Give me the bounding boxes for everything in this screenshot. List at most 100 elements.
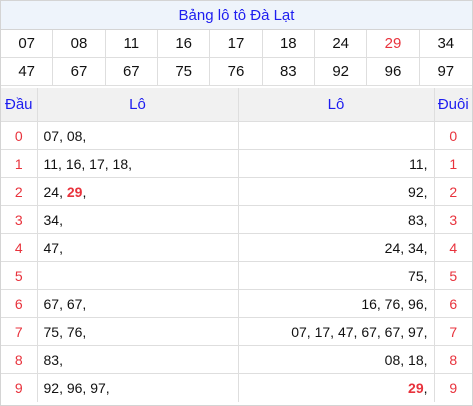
table-row: 5 75, 5 bbox=[1, 261, 472, 290]
header-lo-left: Lô bbox=[37, 88, 239, 122]
result-number: 97 bbox=[419, 58, 472, 86]
result-number: 34 bbox=[419, 30, 472, 58]
dau-digit: 9 bbox=[1, 373, 38, 402]
table-row: 6 67, 67, 16, 76, 96, 6 bbox=[1, 289, 472, 318]
lo-number: 07, bbox=[43, 127, 67, 144]
table-row: 4 47, 24, 34, 4 bbox=[1, 233, 472, 262]
lo-left-cell: 67, 67, bbox=[37, 289, 239, 318]
result-number: 96 bbox=[367, 58, 420, 86]
table-row: 2 24, 29, 92, 2 bbox=[1, 177, 472, 206]
lo-right-cell: 92, bbox=[238, 177, 435, 206]
lo-number: 76, bbox=[66, 323, 87, 340]
lo-right-cell: 75, bbox=[238, 261, 435, 290]
header-lo-right: Lô bbox=[238, 88, 435, 122]
lo-number: 97, bbox=[90, 379, 110, 396]
duoi-digit: 3 bbox=[434, 205, 472, 234]
lo-left-cell: 75, 76, bbox=[37, 317, 239, 346]
lo-number: 07, bbox=[291, 323, 315, 340]
lo-right-cell: 07, 17, 47, 67, 67, 97, bbox=[238, 317, 435, 346]
lo-number: 24, bbox=[43, 183, 67, 200]
lo-left-cell: 47, bbox=[37, 233, 239, 262]
dau-digit: 1 bbox=[1, 149, 38, 178]
lo-left-cell: 83, bbox=[37, 345, 239, 374]
lo-left-cell: 11, 16, 17, 18, bbox=[37, 149, 239, 178]
lo-number: 47, bbox=[337, 323, 362, 340]
lo-left-cell: 24, 29, bbox=[37, 177, 239, 206]
duoi-digit: 0 bbox=[434, 121, 472, 150]
lo-number: 75, bbox=[408, 267, 428, 284]
lo-number: 97, bbox=[408, 323, 428, 340]
result-number: 08 bbox=[53, 30, 106, 58]
duoi-digit: 7 bbox=[434, 317, 472, 346]
result-number: 67 bbox=[53, 58, 106, 86]
table-row: 0 07, 08, 0 bbox=[1, 121, 472, 150]
lo-number: 67, bbox=[66, 295, 87, 312]
lo-to-table: Đầu Lô Lô Đuôi 0 07, 08, 0 1 11, 16, 17, 18… bbox=[1, 88, 472, 402]
lo-number: 47, bbox=[43, 239, 63, 256]
lo-number: 75, bbox=[43, 323, 67, 340]
lo-number: 34, bbox=[43, 211, 63, 228]
highlighted-number: 29 bbox=[408, 379, 424, 396]
lo-left-cell: 34, bbox=[37, 205, 239, 234]
result-number: 76 bbox=[210, 58, 263, 86]
result-number: 47 bbox=[1, 58, 54, 86]
dau-digit: 6 bbox=[1, 289, 38, 318]
lo-number: 83, bbox=[408, 211, 428, 228]
lo-number: 17, bbox=[89, 155, 113, 172]
duoi-digit: 5 bbox=[434, 261, 472, 290]
lo-number: , bbox=[423, 379, 428, 396]
lo-number: 18, bbox=[408, 351, 428, 368]
header-dau: Đầu bbox=[1, 88, 38, 122]
duoi-digit: 1 bbox=[434, 149, 472, 178]
lo-left-cell: 07, 08, bbox=[37, 121, 239, 150]
result-number: 83 bbox=[262, 58, 315, 86]
lo-right-cell: 83, bbox=[238, 205, 435, 234]
lo-number: 67, bbox=[43, 295, 67, 312]
lo-number: 96, bbox=[408, 295, 428, 312]
lo-left-cell bbox=[37, 261, 239, 290]
dau-digit: 5 bbox=[1, 261, 38, 290]
lo-number: 24, bbox=[384, 239, 409, 256]
result-number: 92 bbox=[314, 58, 368, 86]
lo-right-cell: 11, bbox=[238, 149, 435, 178]
lo-number: 96, bbox=[66, 379, 91, 396]
result-number: 17 bbox=[210, 30, 263, 58]
lo-number: 92, bbox=[43, 379, 67, 396]
result-numbers-grid: 07 08 11 16 17 18 24 29 34 47 67 67 75 76 83 92 96 97 bbox=[1, 30, 472, 86]
result-number: 07 bbox=[1, 30, 54, 58]
table-title: Bảng lô tô Đà Lạt bbox=[1, 1, 472, 30]
lo-left-cell: 92, 96, 97, bbox=[37, 373, 239, 402]
lo-right-cell: 29, bbox=[238, 373, 435, 402]
lo-number: 11, bbox=[409, 155, 428, 172]
dau-digit: 7 bbox=[1, 317, 38, 346]
result-number: 18 bbox=[262, 30, 315, 58]
lo-number: 11, bbox=[43, 155, 66, 172]
highlighted-number: 29 bbox=[66, 183, 83, 200]
dau-digit: 3 bbox=[1, 205, 38, 234]
result-number: 75 bbox=[157, 58, 211, 86]
duoi-digit: 9 bbox=[449, 379, 458, 396]
table-row: 1 11, 16, 17, 18, 11, 1 bbox=[1, 149, 472, 178]
lo-number: 76, bbox=[384, 295, 409, 312]
table-row: 7 75, 76, 07, 17, 47, 67, 67, 97, 7 bbox=[1, 317, 472, 346]
table-row: 8 83, 08, 18, 8 bbox=[1, 345, 472, 374]
lo-number: , bbox=[82, 183, 87, 200]
result-number: 24 bbox=[314, 30, 368, 58]
lo-number: 67, bbox=[384, 323, 409, 340]
dau-digit: 4 bbox=[1, 233, 38, 262]
duoi-digit: 2 bbox=[434, 177, 472, 206]
lo-right-cell: 16, 76, 96, bbox=[238, 289, 435, 318]
table-header-row: Đầu Lô Lô Đuôi bbox=[1, 88, 472, 122]
lo-number: 08, bbox=[66, 127, 87, 144]
result-number: 16 bbox=[157, 30, 211, 58]
table-row: 3 34, 83, 3 bbox=[1, 205, 472, 234]
duoi-digit: 8 bbox=[434, 345, 472, 374]
lo-right-cell: 08, 18, bbox=[238, 345, 435, 374]
duoi-digit: 4 bbox=[434, 233, 472, 262]
lo-number: 67, bbox=[361, 323, 385, 340]
result-number: 29 bbox=[367, 30, 420, 58]
dau-digit: 0 bbox=[1, 121, 38, 150]
lo-right-cell: 24, 34, bbox=[238, 233, 435, 262]
table-row: 9 92, 96, 97, 29, 9 bbox=[1, 373, 472, 402]
